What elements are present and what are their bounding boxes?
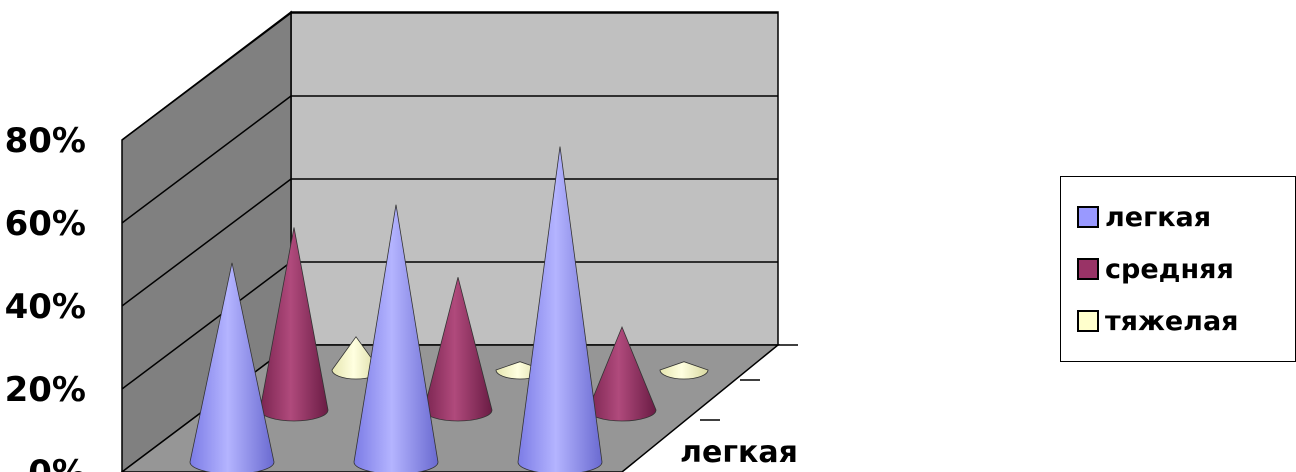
gridline-side xyxy=(121,12,292,141)
legend-label-severe: тяжелая xyxy=(1105,305,1239,337)
y-tick-label: 80% xyxy=(5,121,86,161)
legend-label-light: легкая xyxy=(1105,201,1212,233)
category-labels: легкая xyxy=(680,435,798,470)
y-tick-label: 20% xyxy=(5,370,86,410)
gridlines xyxy=(121,12,798,421)
legend: легкая средняя тяжелая xyxy=(1060,176,1296,362)
gridline-side xyxy=(121,261,292,390)
cone-body xyxy=(659,361,709,380)
gridline-side xyxy=(121,95,292,224)
cone-marks xyxy=(189,146,709,472)
legend-swatch-light xyxy=(1077,206,1099,228)
cone-mark xyxy=(353,204,439,472)
legend-label-medium: средняя xyxy=(1105,253,1234,285)
cone-body xyxy=(189,262,275,472)
y-tick-label: 40% xyxy=(5,287,86,327)
cone-body xyxy=(517,146,603,472)
y-axis-ticks: 0% 20% 40% 60% 80% xyxy=(5,121,86,472)
cone-mark xyxy=(189,262,275,472)
gridline-side xyxy=(121,178,292,307)
category-label: легкая xyxy=(680,435,798,470)
legend-swatch-medium xyxy=(1077,258,1099,280)
cone-body xyxy=(353,204,439,472)
cone-mark xyxy=(659,361,709,380)
cone-mark xyxy=(517,146,603,472)
legend-swatch-severe xyxy=(1077,310,1099,332)
y-tick-label: 60% xyxy=(5,204,86,244)
legend-item-medium: средняя xyxy=(1077,243,1295,295)
y-tick-label: 0% xyxy=(28,453,86,472)
legend-item-light: легкая xyxy=(1077,191,1295,243)
legend-item-severe: тяжелая xyxy=(1077,295,1295,347)
